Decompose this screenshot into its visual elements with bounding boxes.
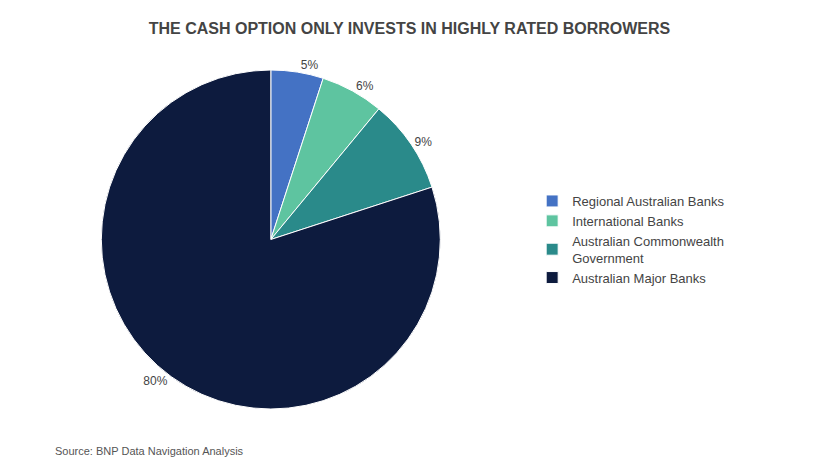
svg-text:International Banks: International Banks <box>572 214 684 229</box>
svg-text:THE CASH OPTION ONLY INVESTS I: THE CASH OPTION ONLY INVESTS IN HIGHLY R… <box>149 20 671 37</box>
svg-text:5%: 5% <box>301 58 319 72</box>
svg-text:Source: BNP Data Navigation An: Source: BNP Data Navigation Analysis <box>55 445 244 457</box>
svg-text:6%: 6% <box>356 79 374 93</box>
svg-text:Regional Australian Banks: Regional Australian Banks <box>572 194 724 209</box>
svg-text:Australian CommonwealthGovernm: Australian CommonwealthGovernment <box>572 234 724 266</box>
svg-text:Australian Major Banks: Australian Major Banks <box>572 271 706 286</box>
svg-text:80%: 80% <box>143 374 167 388</box>
svg-text:9%: 9% <box>414 135 432 149</box>
